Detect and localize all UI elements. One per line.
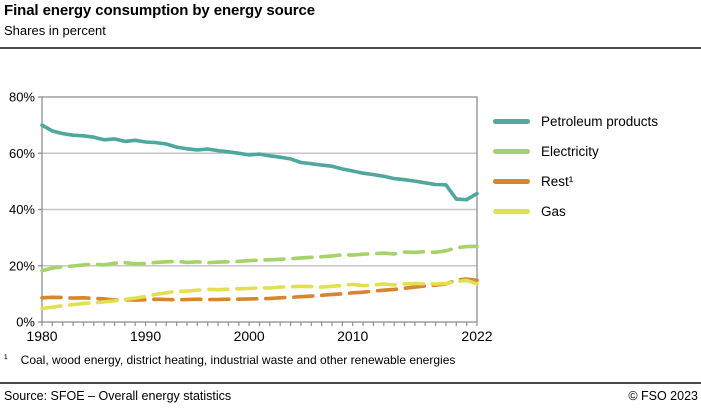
legend-swatch-icon [493,118,530,124]
footer-divider [0,382,701,384]
legend-label: Petroleum products [541,113,659,129]
header-divider [0,47,701,49]
legend-swatch-icon [493,148,530,154]
legend-label: Rest¹ [541,173,574,189]
y-axis-label: 80% [9,90,35,105]
legend-item: Rest¹ [493,166,658,196]
footnote: ¹ Coal, wood energy, district heating, in… [4,353,455,367]
x-axis-label: 2022 [461,328,492,344]
legend-swatch-icon [493,208,530,214]
chart-svg: 0% 20% 40% 60% 80% 1980 1990 2000 2010 2022 [9,90,493,345]
x-axis-label: 1990 [130,328,161,344]
x-axis-label: 2000 [234,328,265,344]
legend-item: Gas [493,196,658,226]
legend-label: Electricity [541,143,599,159]
legend-label: Gas [541,203,566,219]
copyright-text: © FSO 2023 [628,389,698,403]
x-axis-label: 2010 [337,328,368,344]
series-line-gas [40,278,479,311]
series-line-petroleum-products [40,123,479,202]
legend-swatch-icon [493,178,530,184]
source-text: Source: SFOE – Overall energy statistics [4,389,232,403]
y-axis-label: 0% [16,315,35,330]
series-line-electricity [40,244,479,273]
page-subtitle: Shares in percent [4,23,106,38]
y-axis-label: 40% [9,202,35,217]
page-title: Final energy consumption by energy sourc… [4,2,315,19]
legend: Petroleum products Electricity Rest¹ Gas [493,106,658,226]
y-axis-label: 60% [9,146,35,161]
legend-item: Petroleum products [493,106,658,136]
footnote-marker: ¹ [4,353,8,365]
legend-item: Electricity [493,136,658,166]
y-axis-label: 20% [9,258,35,273]
footnote-text: Coal, wood energy, district heating, ind… [20,353,456,367]
x-axis-label: 1980 [26,328,57,344]
